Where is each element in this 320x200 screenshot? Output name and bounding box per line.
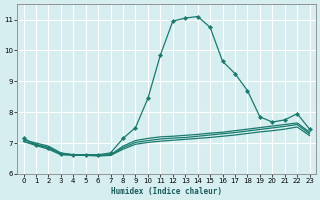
X-axis label: Humidex (Indice chaleur): Humidex (Indice chaleur): [111, 187, 222, 196]
